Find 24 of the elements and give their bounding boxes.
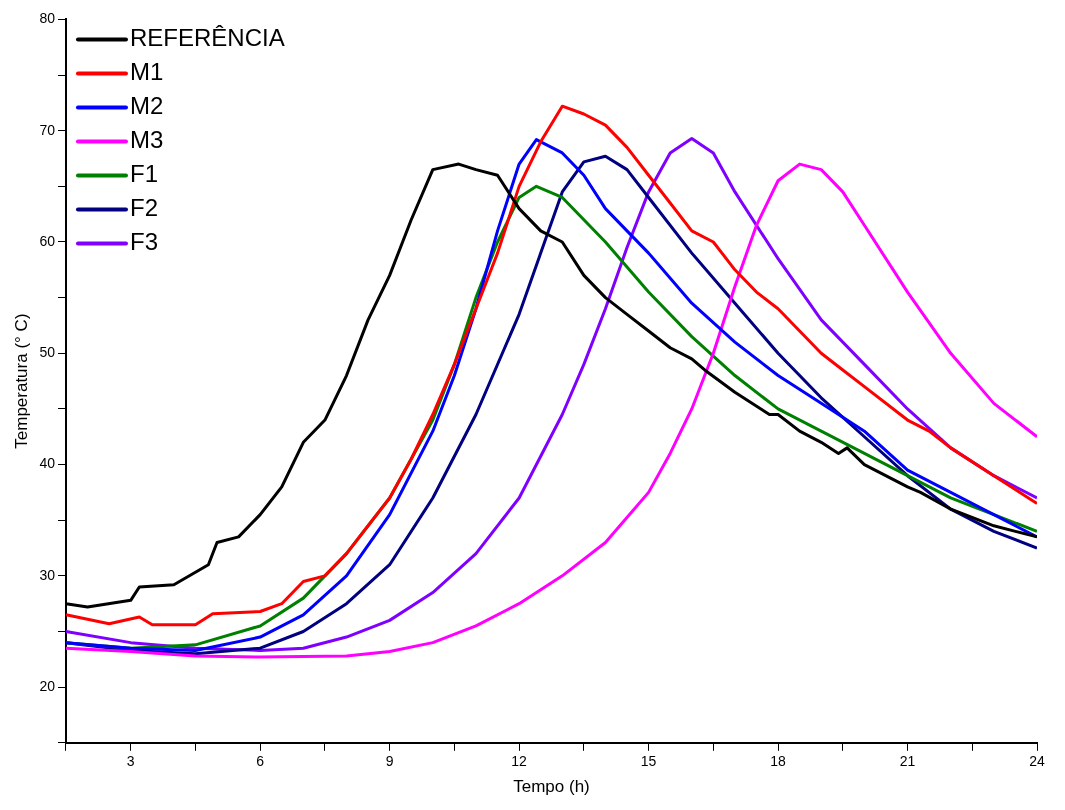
x-tick-label: 9: [385, 753, 394, 770]
legend-label: F1: [129, 160, 158, 188]
y-tick-label: 20: [39, 678, 56, 695]
y-axis-title: Temperatura (° C): [11, 313, 31, 449]
x-axis-title: Tempo (h): [513, 777, 590, 797]
y-tick-label: 60: [39, 232, 56, 249]
x-tick-label: 15: [640, 753, 657, 770]
x-tick-label: 24: [1029, 753, 1045, 770]
x-tick-label: 6: [256, 753, 265, 770]
legend-label: M1: [129, 58, 164, 86]
y-tick-label: 30: [39, 566, 56, 583]
y-tick-label: 80: [39, 10, 56, 27]
y-tick-label: 70: [39, 121, 56, 138]
legend-label: REFERÊNCIA: [129, 24, 285, 52]
x-tick-label: 12: [511, 753, 528, 770]
x-tick-label: 3: [126, 753, 135, 770]
legend-label: F2: [129, 194, 158, 222]
legend-label: M2: [129, 92, 164, 120]
y-tick-label: 50: [39, 344, 56, 361]
legend-label: M3: [129, 126, 164, 154]
x-tick-label: 21: [899, 753, 916, 770]
legend-label: F3: [129, 228, 158, 256]
y-tick-label: 40: [39, 455, 56, 472]
x-tick-label: 18: [770, 753, 787, 770]
